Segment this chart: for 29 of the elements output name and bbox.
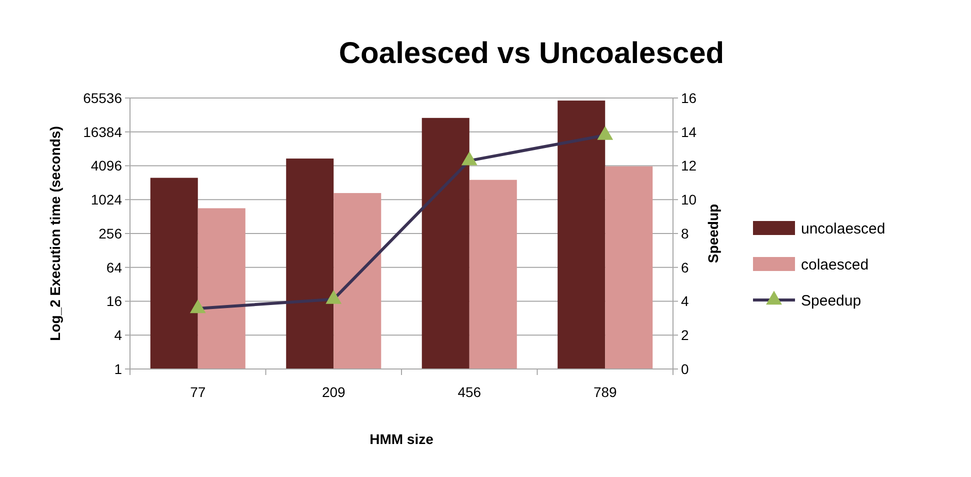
y-tick-label: 1 [114,360,122,377]
y-tick-label: 1024 [90,192,122,208]
y-tick-label: 64 [106,259,122,276]
y-tick-label: 16 [106,293,122,310]
legend-label: uncolaesced [801,220,886,238]
y-tick-label: 65536 [83,90,122,106]
y-tick-label: 4 [114,327,122,344]
y2-tick-label: 14 [681,124,697,140]
y2-tick-label: 0 [681,360,689,377]
y2-tick-label: 16 [681,90,697,106]
y2-tick-label: 6 [681,259,689,276]
y2-tick-label: 10 [681,192,697,208]
chart-title: Coalesced vs Uncoalesced [338,37,724,70]
legend-label: Speedup [801,292,862,310]
x-tick-label: 456 [458,384,482,400]
y2-tick-label: 12 [681,158,697,174]
x-tick-label: 789 [593,384,618,400]
y-tick-label: 4096 [90,158,122,174]
x-axis-title: HMM size [370,431,434,447]
y2-tick-label: 8 [681,225,689,242]
legend-label: colaesced [801,256,869,274]
x-tick-label: 77 [190,384,206,400]
y-tick-label: 16384 [83,124,122,140]
y2-axis-title: Speedup [705,204,721,264]
y-tick-label: 256 [98,225,122,242]
y2-tick-label: 2 [681,327,689,344]
y-axis-title: Log_2 Execution time (seconds) [47,126,63,341]
y2-tick-label: 4 [681,293,689,310]
x-tick-label: 209 [322,384,346,400]
